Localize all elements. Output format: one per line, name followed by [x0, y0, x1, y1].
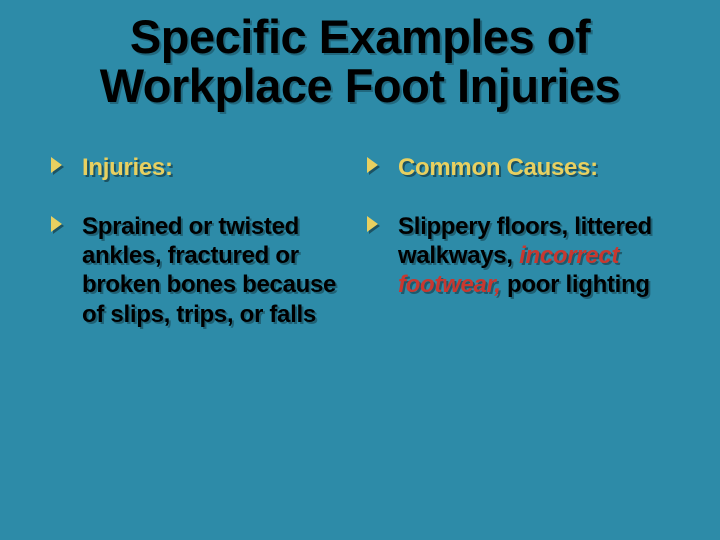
chevron-right-icon	[50, 216, 70, 236]
list-item: Common Causes:	[366, 153, 670, 182]
content-columns: Injuries: Sprained or twisted ankles, fr…	[50, 153, 670, 359]
left-column: Injuries: Sprained or twisted ankles, fr…	[50, 153, 354, 359]
bullet-text: Slippery floors, littered walkways, inco…	[398, 212, 670, 300]
chevron-right-icon	[366, 216, 386, 236]
chevron-right-icon	[50, 157, 70, 177]
slide: Specific Examples of Workplace Foot Inju…	[0, 0, 720, 540]
bullet-text: Injuries:	[82, 153, 173, 182]
list-item: Injuries:	[50, 153, 354, 182]
chevron-right-icon	[366, 157, 386, 177]
slide-title: Specific Examples of Workplace Foot Inju…	[50, 12, 670, 111]
list-item: Sprained or twisted ankles, fractured or…	[50, 212, 354, 329]
bullet-text: Sprained or twisted ankles, fractured or…	[82, 212, 354, 329]
right-column: Common Causes: Slippery floors, littered…	[366, 153, 670, 359]
list-item: Slippery floors, littered walkways, inco…	[366, 212, 670, 300]
bullet-text: Common Causes:	[398, 153, 598, 182]
